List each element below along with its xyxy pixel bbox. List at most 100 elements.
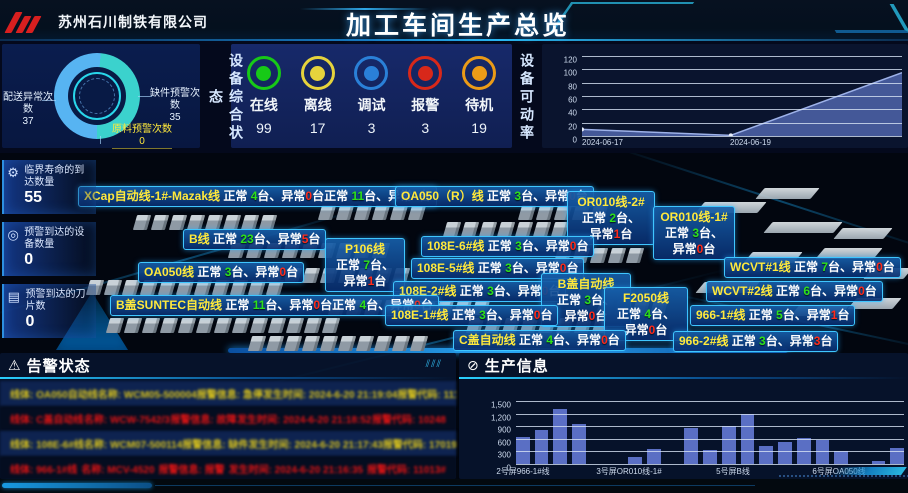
x-axis-tick: 2号屏966-1#线	[496, 467, 550, 476]
alarm-row: 线体: C盖自动线 名称: WCW-7542/3 报警信息: 故障 发生时间: 202…	[0, 406, 456, 431]
y-axis-tick: 100	[563, 68, 577, 78]
line-label-108e-1[interactable]: 108E-1#线 正常 3台、异常0台	[385, 305, 559, 326]
target-icon: ◎	[7, 227, 19, 242]
status-item-offline[interactable]: 离线 17	[300, 56, 335, 136]
header-decor-line	[300, 8, 430, 10]
alarm-field: 线体: 108E-6#线	[10, 440, 84, 451]
line-label-oa050[interactable]: OA050线 正常 3台、异常0台	[138, 262, 305, 283]
alarm-row: 线体: OA050自动线 名称: WCM05-500004 报警信息: 急停 发生时间…	[0, 381, 456, 406]
alarm-field: 报警代码: 11013#	[367, 465, 446, 476]
alarm-field: 名称: WCW-7542/3	[83, 415, 170, 426]
y-axis-tick: 120	[563, 55, 577, 65]
gridline	[582, 136, 902, 137]
bar	[721, 426, 736, 464]
gridline	[516, 426, 904, 428]
stat-warning-devices: ◎ 预警到达的设备数量 0	[2, 222, 96, 276]
bar	[759, 445, 774, 464]
bar	[834, 450, 848, 464]
dotted-decor	[779, 475, 908, 477]
y-axis-tick: 20	[568, 122, 577, 132]
status-label: 报警	[411, 97, 440, 113]
stat-value: 0	[24, 251, 34, 268]
alarm-field: 名称: WCM05-500004	[97, 390, 197, 401]
worktable-block	[755, 188, 820, 199]
line-label-b[interactable]: B线 正常 23台、异常5台	[183, 229, 327, 250]
production-panel: ⊘ 生产信息 0 300 600 900 1,200 1,500 2号屏966-1#线 3号屏…	[459, 353, 908, 479]
availability-chart: 0 20 40 60 80 100 120 2024-06-17 2024-06-19	[564, 56, 903, 147]
gridline	[582, 122, 902, 124]
stat-warning-blades: ▤ 预警到达的刀片数 0	[2, 284, 96, 338]
gridline	[582, 96, 902, 97]
factory-floor-map: XCap自动线-1#-Mazak线 正常 4台、异常0台正常 11台、异常1台O…	[0, 144, 908, 425]
availability-title: 设备可动率	[519, 53, 535, 143]
gridline	[582, 56, 902, 57]
status-ring-icon	[300, 56, 335, 90]
status-ring-icon	[354, 56, 389, 90]
status-item-alarm[interactable]: 报警 3	[408, 56, 443, 136]
alarm-row: 线体: 966-1#线 名称: MCV-4520 报警信息: 报警 发生时间: 202…	[0, 456, 456, 481]
y-axis-tick: 0	[506, 463, 511, 473]
bottom-strip	[0, 479, 908, 493]
status-label: 调试	[357, 97, 386, 113]
bar	[796, 438, 811, 464]
y-axis-tick: 900	[497, 425, 511, 435]
donut-connector	[138, 96, 152, 97]
gridline	[516, 438, 904, 440]
production-panel-title: 生产信息	[484, 357, 549, 375]
y-axis-tick: 40	[568, 108, 577, 118]
x-axis-tick: 2024-06-19	[730, 138, 771, 147]
donut-label-delivery: 配送异常次数 37	[3, 92, 53, 127]
company-name: 苏州石川制铁有限公司	[58, 14, 208, 30]
alarm-field: 报警代码: 17019#	[382, 440, 456, 451]
line-label-cgai[interactable]: C盖自动线 正常 4台、异常0台	[453, 330, 626, 351]
line-label-p106[interactable]: P106线 正常 7台、 异常1台	[325, 238, 405, 292]
horizontal-scrollbar[interactable]	[2, 483, 152, 488]
alarm-field: 发生时间: 2024-6-20 21:19:04	[262, 390, 398, 401]
bar	[553, 408, 568, 464]
machine-block-row	[247, 336, 429, 351]
y-axis-tick: 60	[568, 95, 577, 105]
line-label-wcvt1[interactable]: WCVT#1线 正常 7台、异常0台	[724, 257, 901, 278]
alarm-field: 名称: WCM07-500114	[83, 440, 183, 451]
alarm-field: 报警信息: 急停	[196, 390, 263, 401]
status-item-online[interactable]: 在线 99	[246, 56, 281, 136]
bar-series	[516, 401, 905, 464]
line-label-oa050r[interactable]: OA050（R）线 正常 3台、异常0台	[395, 186, 594, 207]
stat-value: 55	[24, 189, 43, 206]
equipment-status-panel: 配送异常次数 37 缺件预警次数 35 原料预警次数 0	[2, 44, 200, 149]
status-item-debug[interactable]: 调试 3	[354, 56, 389, 136]
status-ring-icon	[462, 56, 497, 90]
line-label-or010-1[interactable]: OR010线-1# 正常 3台、 异常0台	[653, 206, 735, 260]
line-label-wcvt2[interactable]: WCVT#2线 正常 6台、异常0台	[706, 281, 883, 302]
status-ring-icon	[246, 56, 281, 90]
corner-decor	[831, 467, 907, 475]
status-item-standby[interactable]: 待机 19	[462, 56, 497, 136]
line-label-966-2[interactable]: 966-2#线 正常 3台、异常3台	[673, 331, 839, 352]
production-bar-chart: 0 300 600 900 1,200 1,500 2号屏966-1#线 3号屏OR010线-…	[491, 401, 905, 476]
bar	[628, 456, 643, 464]
line-label-108e-5[interactable]: 108E-5#线 正常 3台、异常0台	[411, 258, 585, 279]
gridline	[516, 413, 904, 415]
status-label: 离线	[303, 97, 332, 113]
line-label-966-1[interactable]: 966-1#线 正常 5台、异常1台	[690, 305, 856, 326]
alarm-field: 报警信息: 缺件	[182, 440, 249, 451]
alarm-field: 线体: 966-1#线	[10, 465, 78, 476]
worktable-block	[833, 228, 893, 239]
line-label-108e-6[interactable]: 108E-6#线 正常 3台、异常0台	[421, 236, 595, 257]
donut-label-raw-material: 原料预警次数 0	[112, 124, 172, 149]
x-axis-tick: 5号屏B线	[716, 467, 750, 476]
worktable-block	[763, 222, 843, 233]
warning-icon: ⚠	[8, 356, 21, 373]
donut-inner-ring	[73, 72, 121, 120]
gridline	[516, 401, 904, 402]
alarm-panel: ⚠ 告警状态 ⫽⫽⫽ 线体: OA050自动线 名称: WCM05-500004 报…	[0, 353, 456, 481]
alarm-list: 线体: OA050自动线 名称: WCM05-500004 报警信息: 急停 发生时间…	[0, 381, 456, 481]
status-value: 17	[309, 120, 326, 136]
gridline	[582, 109, 902, 111]
stat-label: 预警到达的刀片数	[25, 289, 86, 312]
alarm-field: 发生时间: 2024-6-20 21:16:35	[228, 465, 364, 476]
alarm-field: 报警代码: 11100#	[397, 390, 456, 401]
line-label-bsuntec[interactable]: B盖SUNTEC自动线 正常 11台、异常0台正常 4台、异常0台	[110, 295, 439, 316]
scrollbar-rail	[155, 485, 755, 486]
line-label-xcap[interactable]: XCap自动线-1#-Mazak线 正常 4台、异常0台正常 11台、异常1台	[78, 186, 437, 207]
